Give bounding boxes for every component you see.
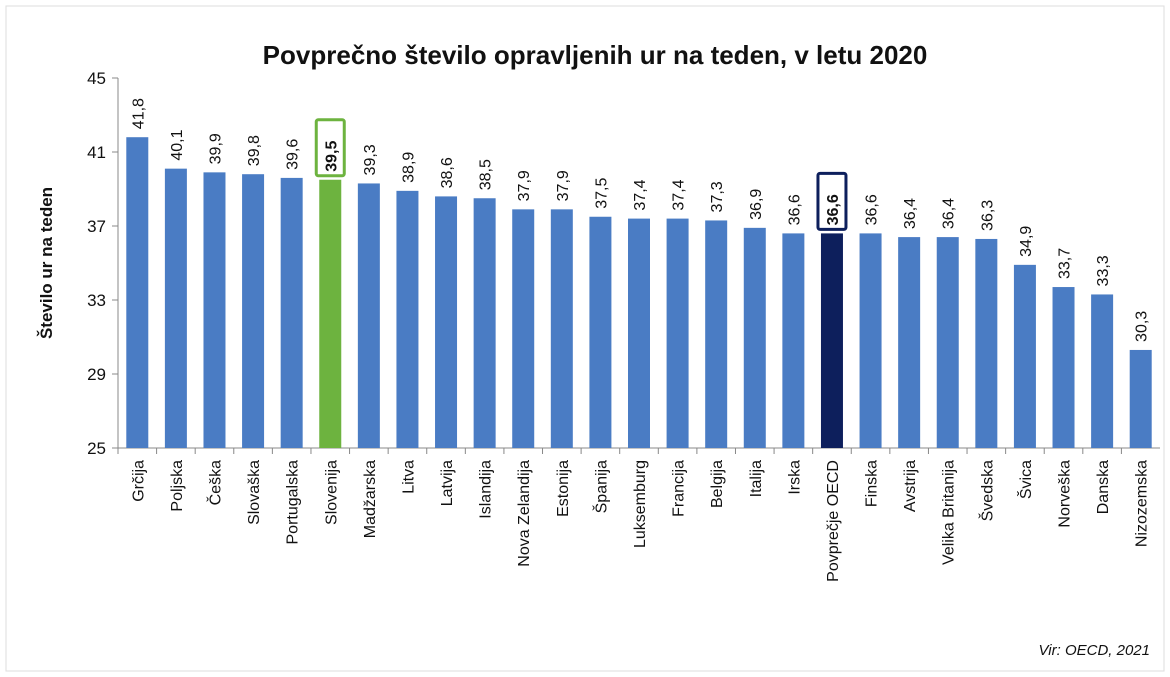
x-tick-label: Irska <box>786 460 803 495</box>
value-label: 39,5 <box>323 141 340 172</box>
x-tick-label: Grčija <box>130 460 147 502</box>
x-tick-label: Litva <box>400 460 417 494</box>
bar <box>435 196 458 448</box>
y-tick-label: 41 <box>87 143 106 162</box>
value-label: 34,9 <box>1018 226 1035 257</box>
bar <box>743 227 766 448</box>
x-tick-label: Islandija <box>478 460 495 519</box>
bar <box>473 198 496 448</box>
value-label: 37,9 <box>516 170 533 201</box>
bar <box>396 190 419 448</box>
x-tick-label: Velika Britanija <box>941 460 958 565</box>
bar <box>512 209 535 448</box>
value-label: 33,3 <box>1095 255 1112 286</box>
bar <box>319 179 342 448</box>
frame <box>5 5 1165 672</box>
bar <box>1052 287 1075 448</box>
bar <box>357 183 380 448</box>
x-tick-label: Danska <box>1095 460 1112 514</box>
value-label: 39,9 <box>207 133 224 164</box>
y-tick-label: 37 <box>87 217 106 236</box>
x-tick-label: Poljska <box>169 460 186 512</box>
value-label: 38,9 <box>400 152 417 183</box>
y-tick-label: 29 <box>87 365 106 384</box>
x-tick-label: Norveška <box>1057 460 1074 528</box>
x-tick-label: Latvija <box>439 460 456 506</box>
bar <box>1129 349 1152 448</box>
value-label: 36,6 <box>864 194 881 225</box>
bar <box>705 220 728 448</box>
value-label: 37,5 <box>593 178 610 209</box>
value-label: 37,4 <box>671 179 688 210</box>
value-label: 30,3 <box>1134 311 1151 342</box>
bar <box>550 209 573 448</box>
bar <box>242 174 265 448</box>
bar <box>1091 294 1114 448</box>
value-label: 36,4 <box>941 198 958 229</box>
value-label: 41,8 <box>130 98 147 129</box>
chart-title: Povprečno število opravljenih ur na tede… <box>263 40 928 70</box>
source: Vir: OECD, 2021 <box>1039 642 1150 659</box>
value-label: 36,6 <box>786 194 803 225</box>
value-label: 38,6 <box>439 157 456 188</box>
bar <box>936 237 959 448</box>
value-label: 40,1 <box>169 129 186 160</box>
x-tick-label: Švica <box>1016 460 1035 499</box>
bar <box>666 218 689 448</box>
x-tick-label: Švedska <box>977 460 996 521</box>
x-tick-label: Finska <box>864 460 881 507</box>
value-label: 38,5 <box>478 159 495 190</box>
value-label: 36,9 <box>748 189 765 220</box>
value-label: 33,7 <box>1057 248 1074 279</box>
bar <box>280 177 303 448</box>
x-tick-label: Španija <box>591 460 610 513</box>
y-axis-label: Število ur na teden <box>37 187 56 339</box>
x-tick-label: Slovenija <box>323 460 340 525</box>
value-label: 37,4 <box>632 179 649 210</box>
value-label: 36,4 <box>902 198 919 229</box>
bar <box>782 233 805 448</box>
x-tick-label: Nova Zelandija <box>516 460 533 567</box>
bar <box>975 238 998 448</box>
x-tick-label: Češka <box>205 460 224 505</box>
highlight-box <box>314 118 346 178</box>
value-label: 39,6 <box>285 139 302 170</box>
x-tick-label: Nizozemska <box>1134 460 1151 547</box>
y-tick-label: 33 <box>87 291 106 310</box>
value-label: 39,3 <box>362 144 379 175</box>
bar <box>126 137 149 448</box>
x-tick-label: Madžarska <box>362 460 379 538</box>
x-tick-label: Luksemburg <box>632 460 649 548</box>
highlight-box <box>816 171 848 231</box>
bar <box>820 233 843 448</box>
value-label: 36,6 <box>825 194 842 225</box>
y-tick-label: 45 <box>87 69 106 88</box>
bar <box>164 168 187 448</box>
x-tick-label: Estonija <box>555 460 572 517</box>
bar <box>589 216 612 448</box>
x-tick-label: Avstrija <box>902 460 919 512</box>
bar <box>898 237 921 448</box>
value-label: 37,9 <box>555 170 572 201</box>
bar <box>859 233 882 448</box>
x-tick-label: Italija <box>748 460 765 497</box>
value-label: 37,3 <box>709 181 726 212</box>
x-tick-label: Slovaška <box>246 460 263 525</box>
value-label: 39,8 <box>246 135 263 166</box>
x-tick-label: Portugalska <box>285 460 302 545</box>
bar <box>203 172 226 448</box>
bar <box>1013 264 1036 448</box>
x-tick-label: Belgija <box>709 460 726 508</box>
y-tick-label: 25 <box>87 439 106 458</box>
bar <box>628 218 650 448</box>
value-label: 36,3 <box>979 200 996 231</box>
x-tick-label: Francija <box>671 460 688 517</box>
x-tick-label: Povprečje OECD <box>825 460 842 582</box>
